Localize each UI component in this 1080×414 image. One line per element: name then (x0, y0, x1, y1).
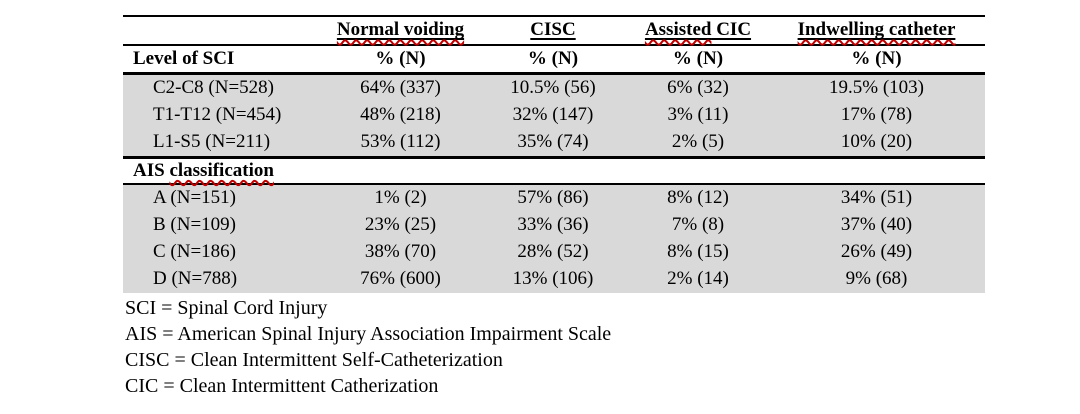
cell-value: 53% (112) (323, 129, 478, 158)
row-label: C2-C8 (N=528) (123, 73, 323, 102)
column-header-cisc: CISC (478, 15, 628, 46)
subheader-row: Level of SCI % (N) % (N) % (N) % (N) (123, 45, 985, 75)
cell-value: 13% (106) (478, 266, 628, 293)
row-group-label-level-of-sci: Level of SCI (123, 45, 323, 75)
cell-value: 10% (20) (768, 129, 985, 158)
cell-value: 76% (600) (323, 266, 478, 293)
column-header-assisted-cic: Assisted CIC (628, 15, 768, 46)
cell-value: 8% (15) (628, 239, 768, 266)
percent-n-header: % (N) (768, 45, 985, 75)
percent-n-header: % (N) (628, 45, 768, 75)
table-row-t1-t12: T1-T12 (N=454) 48% (218) 32% (147) 3% (1… (123, 102, 985, 129)
row-label: A (N=151) (123, 184, 323, 212)
table-row-ais-c: C (N=186) 38% (70) 28% (52) 8% (15) 26% … (123, 239, 985, 266)
sci-bladder-management-table: Normal voiding CISC Assisted CIC Indwell… (123, 15, 985, 293)
footnote-ais: AIS = American Spinal Injury Association… (125, 323, 612, 345)
table-row-ais-b: B (N=109) 23% (25) 33% (36) 7% (8) 37% (… (123, 212, 985, 239)
cell-value: 9% (68) (768, 266, 985, 293)
misspelled-word: Normal voiding (336, 19, 465, 41)
cell-value: 37% (40) (768, 212, 985, 239)
cell-value: 32% (147) (478, 102, 628, 129)
column-header-indwelling-catheter: Indwelling catheter (768, 15, 985, 46)
table-row-l1-s5: L1-S5 (N=211) 53% (112) 35% (74) 2% (5) … (123, 129, 985, 158)
percent-n-header: % (N) (323, 45, 478, 75)
cell-value: 19.5% (103) (768, 73, 985, 102)
table-row-c2-c8: C2-C8 (N=528) 64% (337) 10.5% (56) 6% (3… (123, 73, 985, 102)
cell-value: 33% (36) (478, 212, 628, 239)
footnote-cic: CIC = Clean Intermittent Catherization (125, 375, 439, 397)
table-row-ais-a: A (N=151) 1% (2) 57% (86) 8% (12) 34% (5… (123, 184, 985, 212)
cell-value: 57% (86) (478, 184, 628, 212)
cell-value: 34% (51) (768, 184, 985, 212)
cell-value: 23% (25) (323, 212, 478, 239)
abbreviation-footnotes: SCI = Spinal Cord Injury AIS = American … (125, 295, 611, 399)
corner-empty-cell (123, 15, 323, 46)
cell-value: 64% (337) (323, 73, 478, 102)
cell-value: 3% (11) (628, 102, 768, 129)
footnote-cisc: CISC = Clean Intermittent Self-Catheteri… (125, 349, 503, 371)
misspelled-word: classification (169, 159, 274, 181)
column-header-row: Normal voiding CISC Assisted CIC Indwell… (123, 15, 985, 46)
cell-value: 2% (14) (628, 266, 768, 293)
section-header-ais-classification: AIS classification (123, 156, 985, 185)
document-table-region: Normal voiding CISC Assisted CIC Indwell… (123, 15, 985, 293)
cell-value: 1% (2) (323, 184, 478, 212)
cell-value: 28% (52) (478, 239, 628, 266)
row-label: D (N=788) (123, 266, 323, 293)
section-header-row-ais: AIS classification (123, 156, 985, 185)
cell-value: 7% (8) (628, 212, 768, 239)
misspelled-word: Indwelling catheter (797, 19, 956, 41)
cell-value: 10.5% (56) (478, 73, 628, 102)
column-header-normal-voiding: Normal voiding (323, 15, 478, 46)
cell-value: 38% (70) (323, 239, 478, 266)
row-label: T1-T12 (N=454) (123, 102, 323, 129)
cell-value: 17% (78) (768, 102, 985, 129)
cell-value: 48% (218) (323, 102, 478, 129)
cell-value: 35% (74) (478, 129, 628, 158)
cell-value: 2% (5) (628, 129, 768, 158)
misspelled-word: Assisted (644, 19, 712, 41)
row-label: B (N=109) (123, 212, 323, 239)
cell-value: 26% (49) (768, 239, 985, 266)
row-label: C (N=186) (123, 239, 323, 266)
cell-value: 6% (32) (628, 73, 768, 102)
footnote-sci: SCI = Spinal Cord Injury (125, 297, 328, 319)
row-label: L1-S5 (N=211) (123, 129, 323, 158)
cell-value: 8% (12) (628, 184, 768, 212)
table-row-ais-d: D (N=788) 76% (600) 13% (106) 2% (14) 9%… (123, 266, 985, 293)
percent-n-header: % (N) (478, 45, 628, 75)
